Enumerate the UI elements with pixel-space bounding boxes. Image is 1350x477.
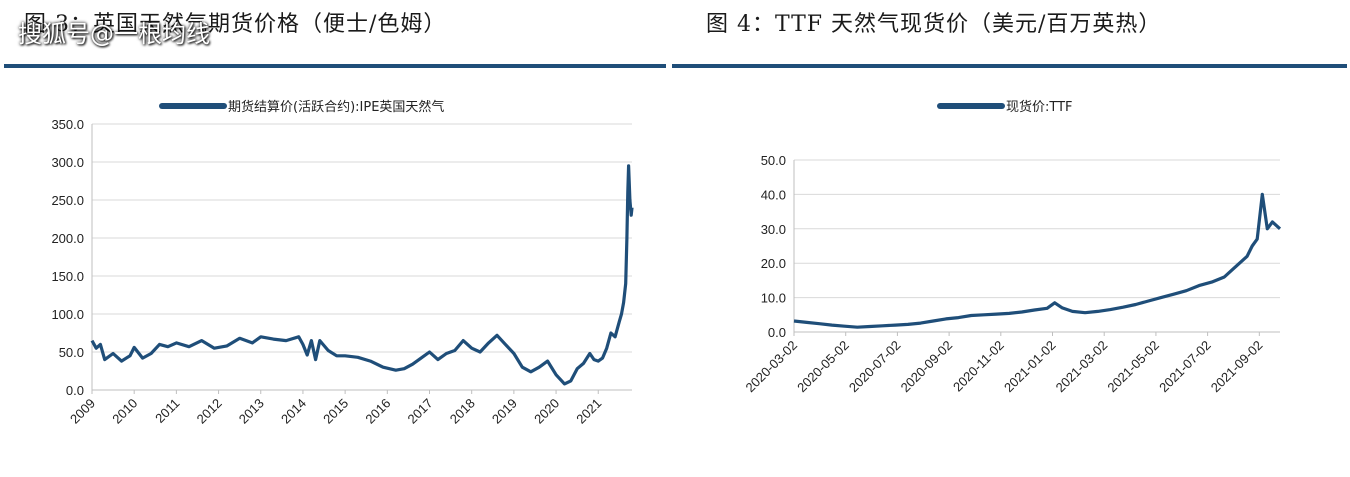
x-tick-label: 2016: [362, 396, 393, 427]
series-line: [793, 192, 1282, 329]
y-tick-label: 30.0: [761, 222, 786, 237]
figure-title: 图 3：英国天然气期货价格（便士/色姆）: [24, 12, 447, 37]
x-tick-label: 2020-11-02: [950, 338, 1007, 395]
watermark: 搜狐号@一根均线: [18, 20, 210, 48]
y-tick-label: 150.0: [51, 269, 84, 284]
legend: 现货价:TTF: [937, 99, 1073, 115]
x-tick-label: 2014: [278, 396, 309, 427]
x-tick-label: 2019: [489, 396, 520, 427]
x-tick-label: 2021-01-02: [1001, 338, 1059, 396]
chart-panel-right: 图 4：TTF 天然气现货价（美元/百万英热） 现货价:TTF 50.0 40.0 3…: [672, 0, 1350, 477]
chart-0-svg: 期货结算价(活跃合约):IPE英国天然气 350.0 300.0 250.0 200.0…: [51, 99, 634, 427]
x-tick-label: 2021: [573, 396, 604, 427]
y-tick-label: 0.0: [66, 383, 84, 398]
x-tick-label: 2009: [67, 396, 98, 427]
title-rule: [4, 64, 666, 68]
y-tick-label: 100.0: [51, 307, 84, 322]
x-tick-label: 2020-09-02: [898, 338, 956, 396]
x-tick-label: 2018: [447, 396, 478, 427]
y-tick-label: 50.0: [59, 345, 84, 360]
title-rule: [672, 64, 1347, 68]
x-tick-label: 2021-09-02: [1208, 338, 1266, 396]
y-tick-label: 200.0: [51, 231, 84, 246]
y-tick-label: 300.0: [51, 155, 84, 170]
x-tick-label: 2021-07-02: [1156, 338, 1214, 396]
y-tick-label: 40.0: [761, 187, 786, 202]
figure-title: 图 4：TTF 天然气现货价（美元/百万英热）: [706, 12, 1162, 37]
x-tick-label: 2013: [236, 396, 267, 427]
y-tick-label: 250.0: [51, 193, 84, 208]
chart-panel-left: 图 3：英国天然气期货价格（便士/色姆） 期货结算价(活跃合约):IPE英国天然…: [0, 0, 670, 477]
y-tick-label: 10.0: [761, 291, 786, 306]
y-tick-label: 350.0: [51, 117, 84, 132]
x-tick-label: 2020-07-02: [846, 338, 904, 396]
legend-label: 期货结算价(活跃合约):IPE英国天然气: [228, 99, 444, 115]
x-tick-label: 2017: [405, 396, 436, 427]
x-tick-label: 2010: [109, 396, 140, 427]
x-tick-label: 2021-05-02: [1104, 338, 1162, 396]
y-tick-label: 20.0: [761, 256, 786, 271]
legend: 期货结算价(活跃合约):IPE英国天然气: [159, 99, 444, 115]
x-tick-label: 2011: [152, 396, 182, 426]
x-tick-label: 2021-03-02: [1053, 338, 1111, 396]
legend-label: 现货价:TTF: [1006, 99, 1073, 115]
x-tick-label: 2020-05-02: [794, 338, 852, 396]
x-tick-label: 2020-03-02: [742, 338, 800, 396]
x-tick-label: 2015: [320, 396, 351, 427]
x-tick-label: 2012: [194, 396, 225, 427]
y-tick-label: 50.0: [761, 153, 786, 168]
chart-1-svg: 现货价:TTF 50.0 40.0 30.0 20.0 10.0 0.02020-03-02…: [742, 99, 1282, 396]
y-tick-label: 0.0: [768, 325, 786, 340]
series-line: [90, 164, 634, 386]
x-tick-label: 2020: [531, 396, 562, 427]
